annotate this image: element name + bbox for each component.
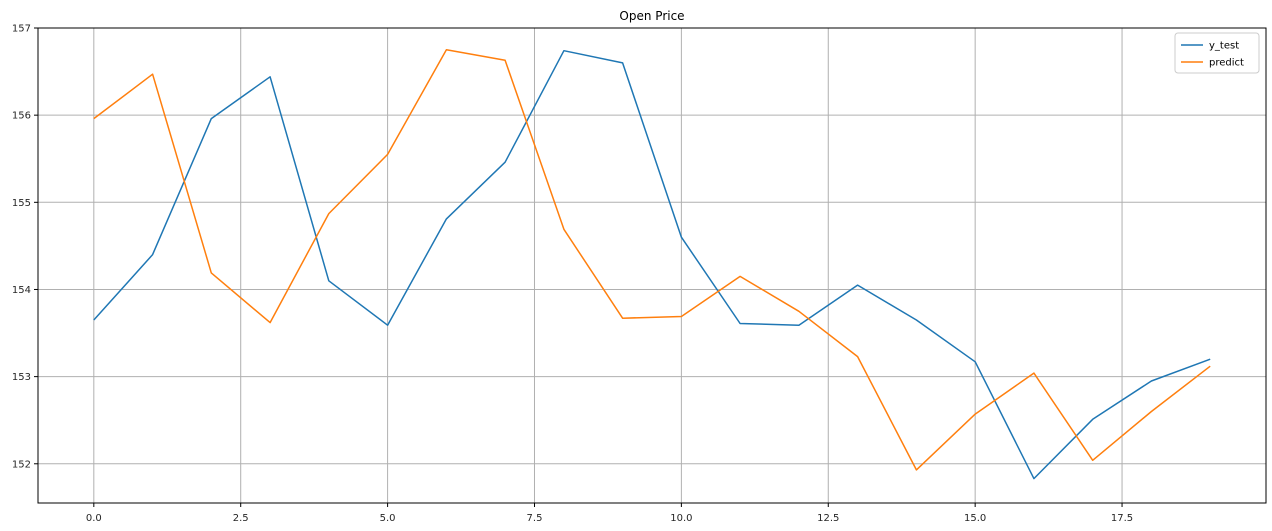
legend-label: predict — [1209, 58, 1244, 69]
x-tick-label: 15.0 — [964, 513, 986, 524]
legend-box — [1174, 32, 1260, 74]
y-tick-label: 155 — [12, 198, 31, 209]
grid-lines — [38, 27, 1266, 503]
x-tick-label: 5.0 — [380, 513, 396, 524]
legend-label: y_test — [1209, 41, 1239, 52]
y-tick-label: 157 — [12, 24, 31, 35]
y-tick-label: 156 — [12, 111, 31, 122]
x-tick-label: 2.5 — [233, 513, 249, 524]
y-tick-label: 153 — [12, 372, 31, 383]
chart-title: Open Price — [619, 9, 684, 23]
x-tick-label: 7.5 — [527, 513, 543, 524]
x-tick-label: 12.5 — [817, 513, 839, 524]
x-tick-label: 17.5 — [1111, 513, 1133, 524]
series-line-predict — [93, 49, 1211, 471]
y-tick-label: 152 — [12, 459, 31, 470]
axes-frame — [37, 27, 1267, 504]
x-tick-label: 10.0 — [670, 513, 692, 524]
axis-ticks: 0.0 2.5 5.0 7.5 10.0 12.5 15.0 17.5 152 153 154 155… — [12, 24, 1133, 525]
y-tick-label: 154 — [12, 285, 31, 296]
x-tick-label: 0.0 — [86, 513, 102, 524]
series-layer — [93, 49, 1211, 480]
series-line-y-test — [93, 49, 1211, 480]
